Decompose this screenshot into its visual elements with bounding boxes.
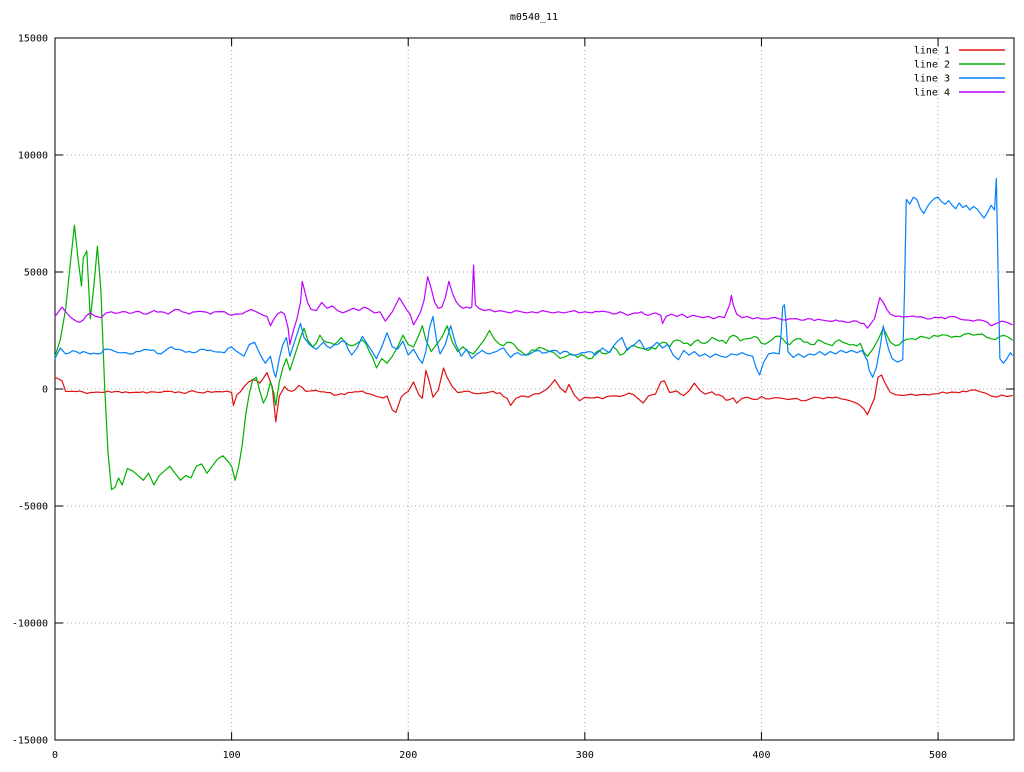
- series-line-3: [54, 177, 1013, 378]
- x-tick-label: 300: [576, 750, 594, 761]
- y-tick-label: 0: [42, 385, 48, 396]
- x-tick-label: 0: [52, 750, 58, 761]
- legend-label: line 3: [914, 74, 950, 85]
- x-axis-tick-labels: 0 100 200 300 400 500: [52, 750, 947, 761]
- x-tick-label: 100: [223, 750, 241, 761]
- series-line-4: [54, 264, 1013, 346]
- y-tick-label: 15000: [18, 34, 48, 45]
- series-line-1: [54, 367, 1013, 423]
- axis-ticks: [54, 37, 1014, 741]
- legend-label: line 1: [914, 46, 950, 57]
- legend-label: line 2: [914, 60, 950, 71]
- x-tick-label: 500: [929, 750, 947, 761]
- chart-title: m0540_11: [510, 12, 558, 23]
- series-line-2: [54, 224, 1013, 491]
- y-tick-label: -5000: [18, 502, 48, 513]
- x-tick-label: 200: [399, 750, 417, 761]
- legend-label: line 4: [914, 88, 950, 99]
- data-series: [54, 177, 1013, 491]
- y-tick-label: -10000: [12, 619, 48, 630]
- y-axis-tick-labels: -15000 -10000 -5000 0 5000 10000 15000: [12, 34, 48, 747]
- y-tick-label: 5000: [24, 268, 48, 279]
- legend: line 1 line 2 line 3 line 4: [914, 46, 1005, 99]
- plot-border: [54, 37, 1015, 741]
- y-tick-label: 10000: [18, 151, 48, 162]
- gridlines: [55, 38, 1014, 740]
- y-tick-label: -15000: [12, 736, 48, 747]
- x-tick-label: 400: [752, 750, 770, 761]
